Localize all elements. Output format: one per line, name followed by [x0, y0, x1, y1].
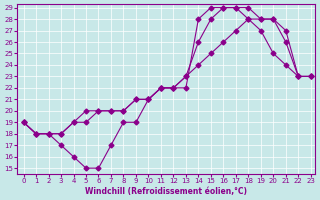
X-axis label: Windchill (Refroidissement éolien,°C): Windchill (Refroidissement éolien,°C) — [85, 187, 247, 196]
